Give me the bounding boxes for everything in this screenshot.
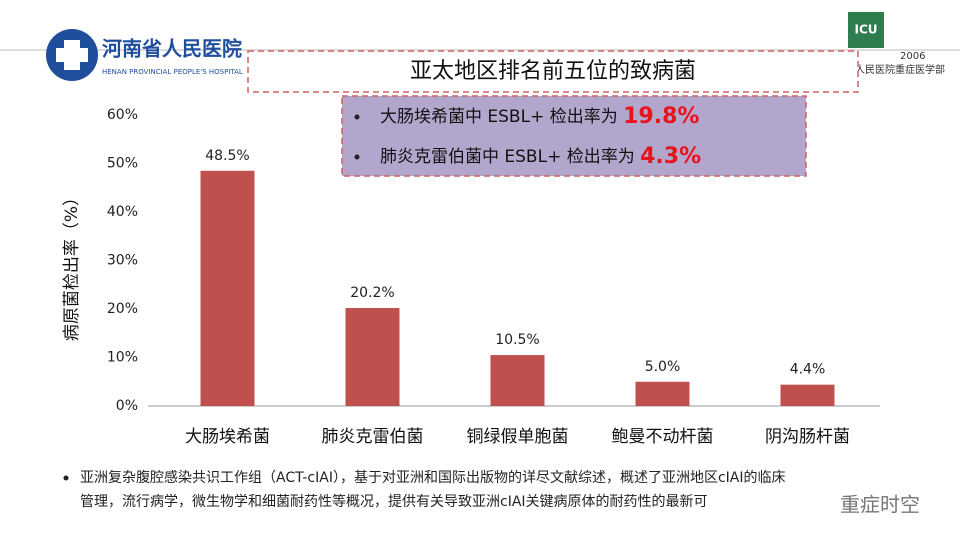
callout-item: 大肠埃希菌中 ESBL+ 检出率为 19.8% bbox=[380, 104, 699, 129]
bar bbox=[635, 381, 690, 406]
watermark: 重症时空 bbox=[840, 493, 920, 517]
callout-text: 大肠埃希菌中 ESBL+ 检出率为 bbox=[380, 107, 623, 127]
footnote-line: 管理，流行病学，微生物学和细菌耐药性等概况，提供有关导致亚洲cIAI关键病原体的… bbox=[80, 493, 708, 510]
icu-year: 2006 bbox=[900, 51, 925, 62]
x-tick-label: 铜绿假单胞菌 bbox=[467, 427, 569, 447]
y-tick-label: 40% bbox=[107, 204, 138, 220]
callout-text: 肺炎克雷伯菌中 ESBL+ 检出率为 bbox=[380, 147, 640, 167]
department: 人民医院重症医学部 bbox=[855, 63, 945, 76]
data-label: 5.0% bbox=[645, 359, 681, 375]
bar bbox=[490, 355, 545, 406]
callout-highlight: 19.8% bbox=[623, 104, 699, 129]
bullet bbox=[354, 154, 360, 160]
bullet bbox=[354, 114, 360, 120]
icu-logo-text: ICU bbox=[854, 23, 877, 37]
icu-logo bbox=[848, 12, 884, 48]
y-tick-label: 60% bbox=[107, 107, 138, 123]
y-tick-label: 0% bbox=[116, 398, 138, 414]
data-label: 20.2% bbox=[350, 285, 394, 301]
callout: 大肠埃希菌中 ESBL+ 检出率为 19.8% 肺炎克雷伯菌中 ESBL+ 检出率… bbox=[354, 104, 701, 169]
hospital-name-en: HENAN PROVINCIAL PEOPLE'S HOSPITAL bbox=[102, 68, 243, 76]
data-label: 10.5% bbox=[495, 332, 539, 348]
y-tick-label: 20% bbox=[107, 301, 138, 317]
x-tick-label: 鲍曼不动杆菌 bbox=[612, 427, 714, 447]
y-tick-label: 30% bbox=[107, 253, 138, 269]
x-tick-label: 阴沟肠杆菌 bbox=[765, 427, 850, 447]
title-box bbox=[247, 50, 859, 93]
callout-box bbox=[341, 95, 807, 177]
bullet bbox=[63, 475, 69, 481]
y-tick-label: 50% bbox=[107, 156, 138, 172]
hospital-name: 河南省人民医院 bbox=[102, 37, 242, 61]
emblem-cross bbox=[56, 40, 88, 70]
y-tick-label: 10% bbox=[107, 350, 138, 366]
chart-title: 亚太地区排名前五位的致病菌 bbox=[410, 59, 696, 84]
x-tick-label: 大肠埃希菌 bbox=[185, 427, 270, 447]
bar bbox=[345, 308, 400, 406]
callout-highlight: 4.3% bbox=[640, 144, 701, 169]
callout-item: 肺炎克雷伯菌中 ESBL+ 检出率为 4.3% bbox=[380, 144, 701, 169]
footnote: 亚洲复杂腹腔感染共识工作组（ACT-cIAI），基于对亚洲和国际出版物的详尽文献… bbox=[63, 469, 786, 510]
bar bbox=[780, 384, 835, 406]
data-label: 4.4% bbox=[790, 362, 826, 378]
x-tick-label: 肺炎克雷伯菌 bbox=[322, 427, 424, 447]
y-axis-label: 病原菌检出率（%） bbox=[62, 189, 82, 341]
footnote-line: 亚洲复杂腹腔感染共识工作组（ACT-cIAI），基于对亚洲和国际出版物的详尽文献… bbox=[80, 469, 786, 486]
data-label: 48.5% bbox=[205, 148, 249, 164]
bar bbox=[200, 170, 255, 406]
